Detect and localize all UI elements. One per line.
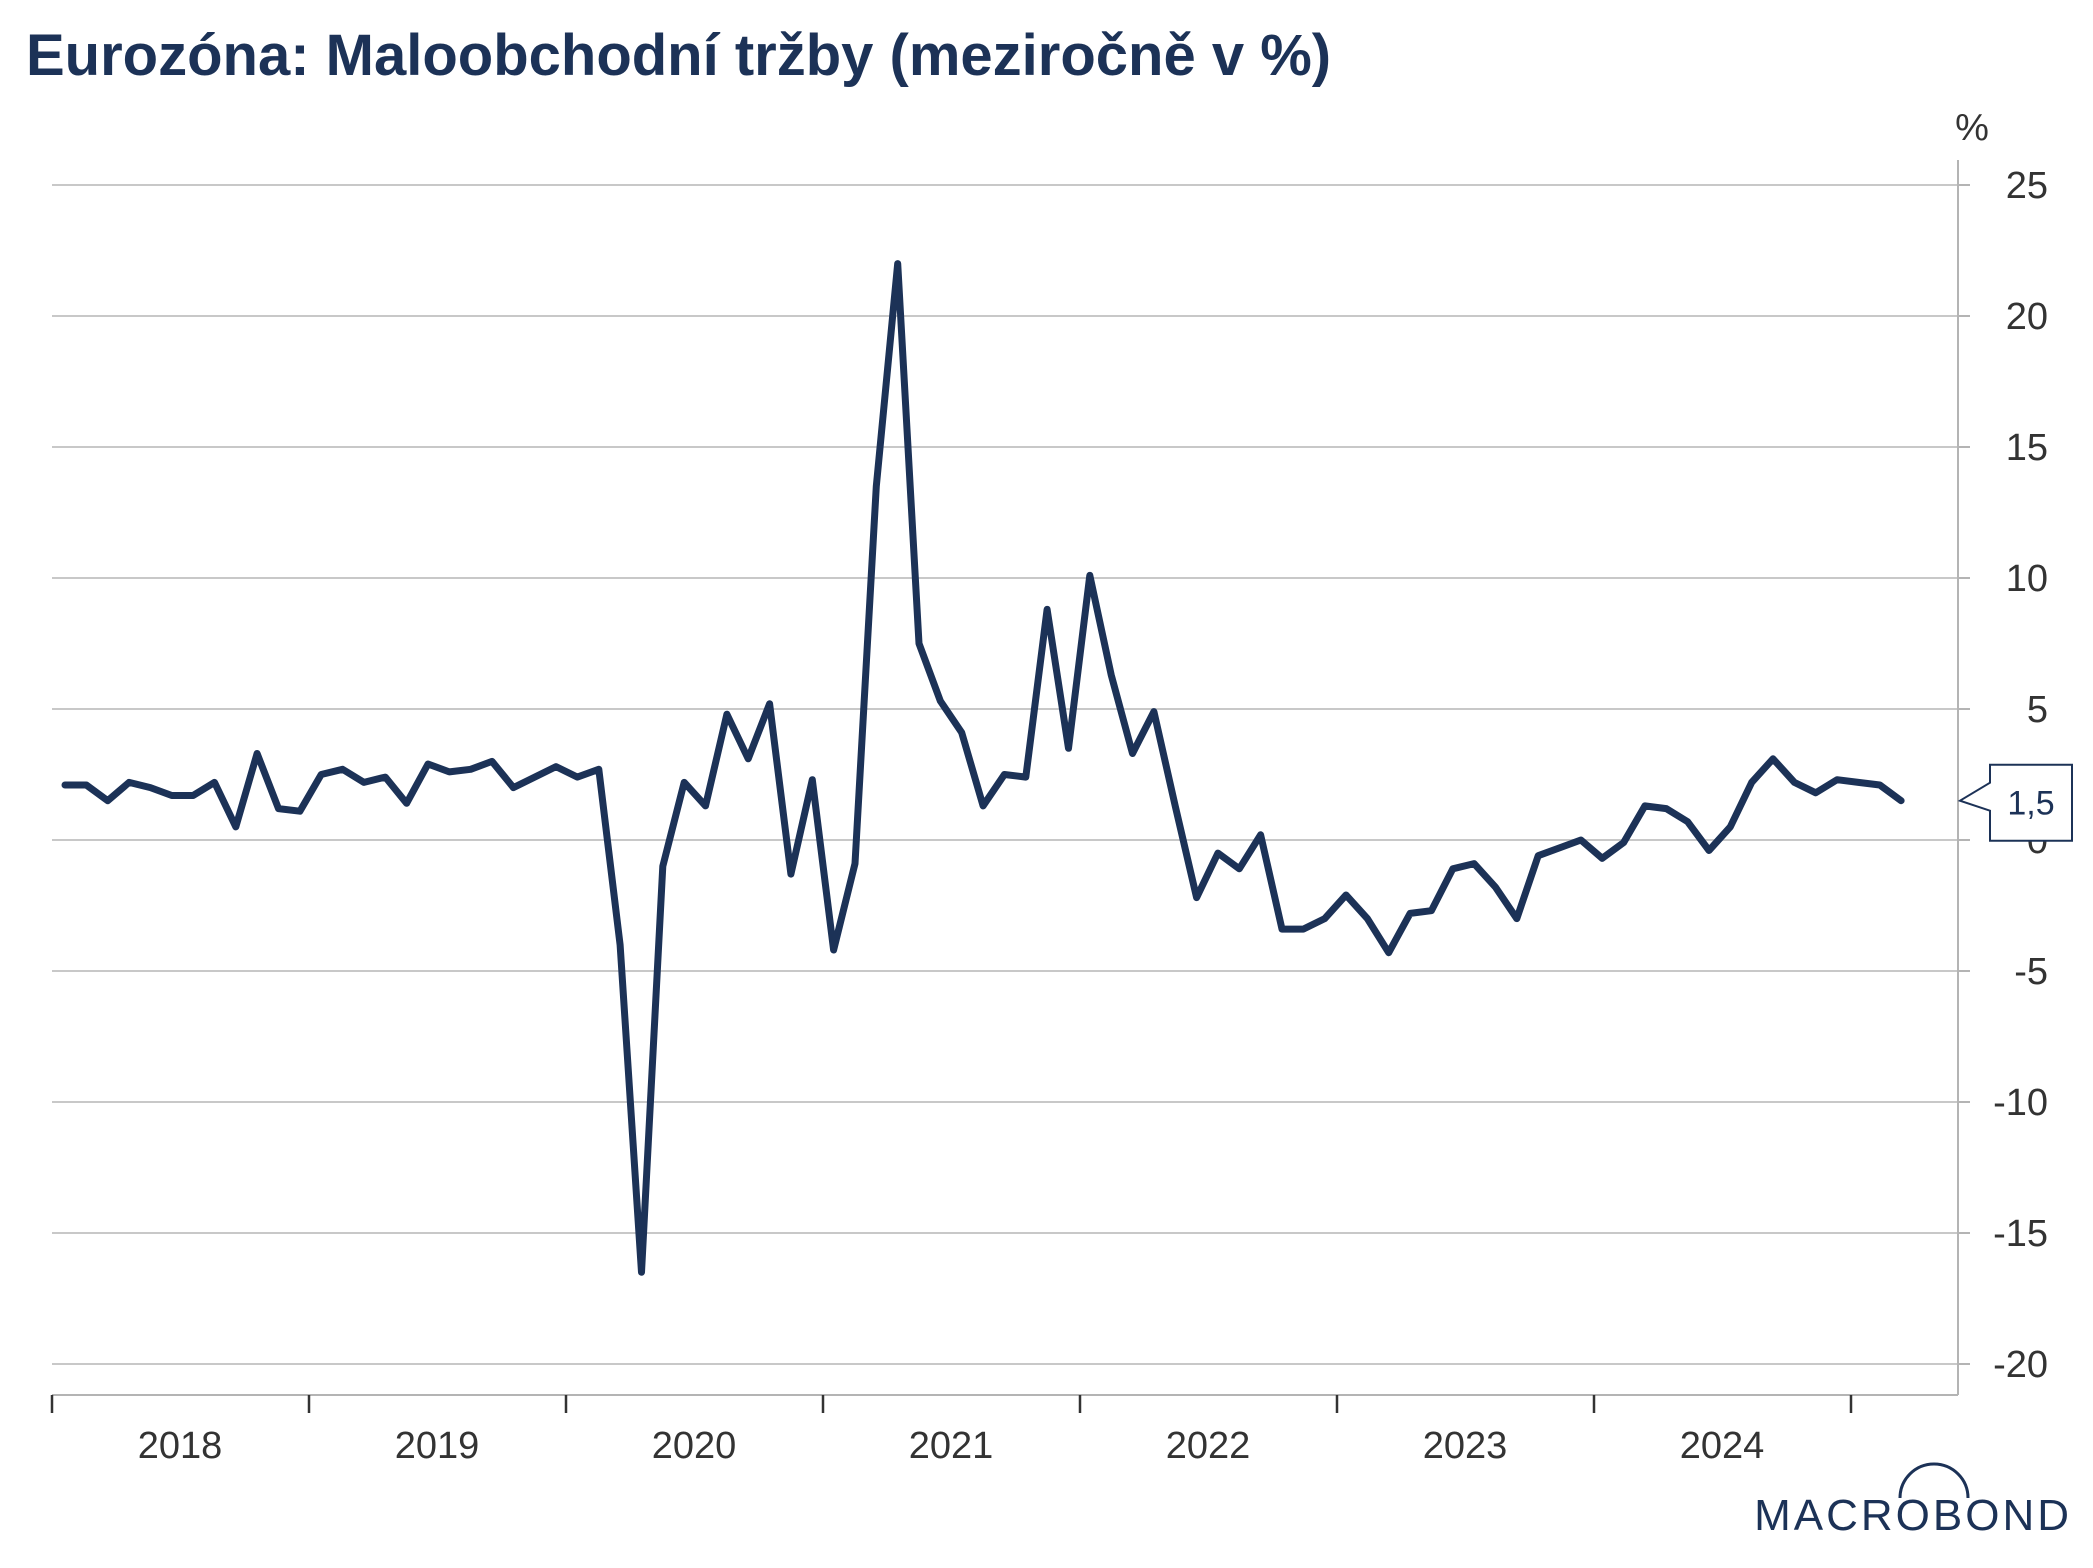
x-tick-label: 2020 bbox=[652, 1425, 737, 1467]
y-tick-label: -15 bbox=[1993, 1213, 2048, 1255]
y-tick-label: 20 bbox=[2006, 296, 2048, 338]
x-tick-label: 2023 bbox=[1423, 1425, 1508, 1467]
x-tick-label: 2022 bbox=[1166, 1425, 1251, 1467]
y-unit-label: % bbox=[1955, 107, 1989, 149]
y-tick-label: -10 bbox=[1993, 1082, 2048, 1124]
y-tick-label: -20 bbox=[1993, 1344, 2048, 1386]
x-tick-label: 2024 bbox=[1680, 1425, 1765, 1467]
y-tick-label: 15 bbox=[2006, 427, 2048, 469]
x-tick-label: 2019 bbox=[395, 1425, 480, 1467]
y-tick-label: 10 bbox=[2006, 558, 2048, 600]
axes bbox=[50, 160, 1970, 1413]
gridlines bbox=[52, 184, 1958, 1365]
x-tick-label: 2021 bbox=[909, 1425, 994, 1467]
labels: 2520151050-5-10-15-20%201820192020202120… bbox=[138, 107, 2048, 1467]
brand-arc bbox=[1898, 1462, 1970, 1499]
series-line bbox=[61, 260, 1905, 1276]
x-tick-label: 2018 bbox=[138, 1425, 223, 1467]
last-value-label: 1,5 bbox=[2007, 785, 2054, 823]
last-value-callout: 1,5 bbox=[1957, 763, 2073, 842]
y-tick-label: 25 bbox=[2006, 165, 2048, 207]
series-layer bbox=[61, 260, 1905, 1276]
macrobond-logo: MACROBOND bbox=[1754, 1462, 2072, 1540]
chart-title: Eurozóna: Maloobchodní tržby (meziročně … bbox=[26, 23, 1332, 88]
brand-text: MACROBOND bbox=[1754, 1491, 2072, 1540]
callout-box bbox=[1957, 763, 2073, 842]
y-tick-label: -5 bbox=[2014, 951, 2048, 993]
y-tick-label: 5 bbox=[2027, 689, 2048, 731]
